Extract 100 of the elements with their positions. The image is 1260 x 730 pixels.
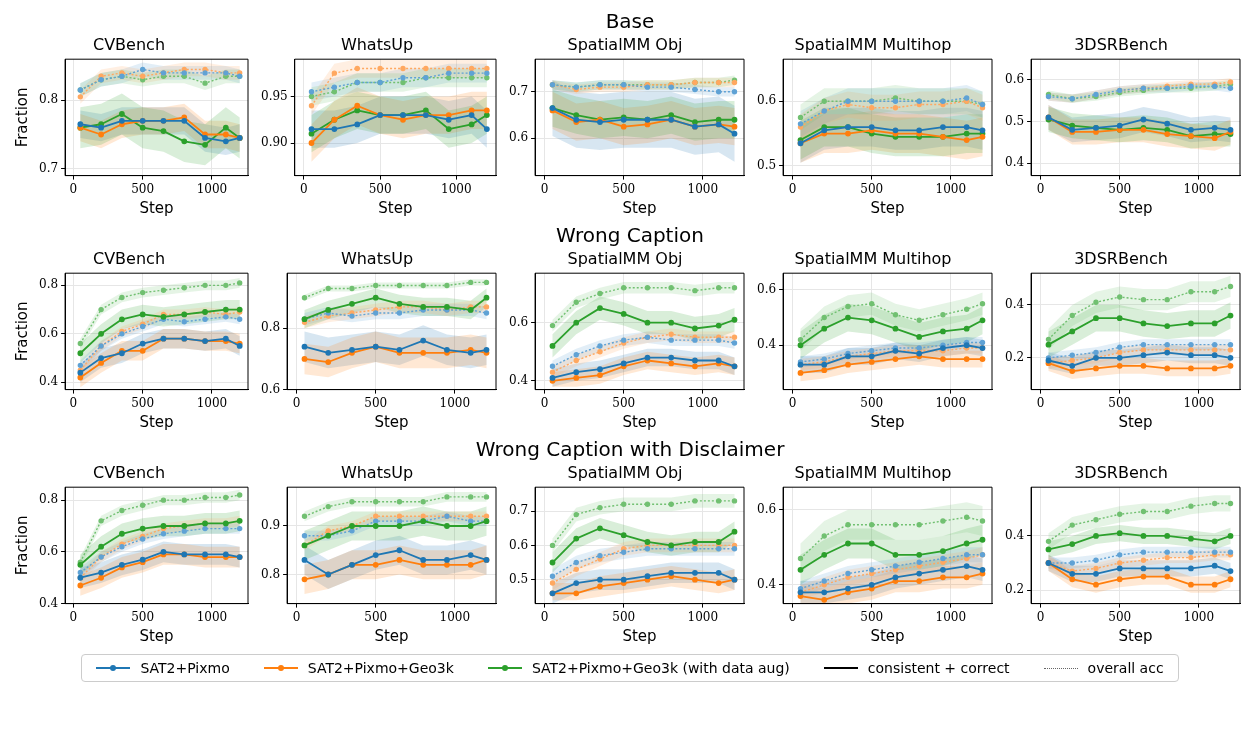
legend-label: SAT2+Pixmo+Geo3k <box>307 660 454 676</box>
x-tick-label: 0 <box>788 395 797 410</box>
x-tick-label: 0 <box>540 609 549 624</box>
y-tick-label: 0.6 <box>1004 72 1025 87</box>
x-axis-title: Step <box>1118 626 1153 645</box>
x-tick-label: 0 <box>788 181 797 196</box>
y-tick-label: 0.4 <box>508 372 529 387</box>
chart-title: CVBench <box>92 248 166 268</box>
x-axis-title: Step <box>374 412 409 431</box>
chart-title: WhatsUp <box>340 462 414 482</box>
y-tick-label: 0.4 <box>756 337 777 352</box>
x-tick-label: 500 <box>860 609 884 624</box>
x-tick-label: 0 <box>69 609 78 624</box>
y-tick-label: 0.7 <box>508 83 529 98</box>
chart-title: SpatialMM Obj <box>567 462 683 482</box>
x-axis-title: Step <box>1118 412 1153 431</box>
y-tick-label: 0.5 <box>508 571 529 586</box>
y-axis-title: Fraction <box>12 87 31 148</box>
chart-title: 3DSRBench <box>1074 462 1168 482</box>
x-tick-label: 1000 <box>1183 395 1215 410</box>
x-tick-label: 500 <box>860 395 884 410</box>
y-tick-label: 0.4 <box>1004 528 1025 543</box>
x-tick-label: 0 <box>292 395 301 410</box>
x-tick-label: 500 <box>368 181 392 196</box>
y-tick-label: 0.8 <box>38 92 59 107</box>
x-axis-title: Step <box>139 198 174 217</box>
x-tick-label: 500 <box>131 181 155 196</box>
x-tick-label: 1000 <box>439 395 471 410</box>
x-tick-label: 500 <box>131 609 155 624</box>
x-tick-label: 1000 <box>196 395 228 410</box>
y-tick-label: 0.6 <box>508 314 529 329</box>
x-tick-label: 1000 <box>196 609 228 624</box>
x-tick-label: 0 <box>69 181 78 196</box>
y-axis-title: Fraction <box>12 515 31 576</box>
x-tick-label: 0 <box>292 609 301 624</box>
x-axis-title: Step <box>622 412 657 431</box>
x-axis-title: Step <box>139 412 174 431</box>
y-tick-label: 0.6 <box>756 93 777 108</box>
x-tick-label: 0 <box>1036 181 1045 196</box>
x-tick-label: 1000 <box>935 609 967 624</box>
x-tick-label: 500 <box>612 181 636 196</box>
x-axis-title: Step <box>139 626 174 645</box>
y-axis-title: Fraction <box>12 301 31 362</box>
x-tick-label: 500 <box>364 395 388 410</box>
y-tick-label: 0.4 <box>1004 297 1025 312</box>
y-tick-label: 0.4 <box>38 374 59 389</box>
x-tick-label: 1000 <box>196 181 228 196</box>
y-tick-label: 0.9 <box>260 518 281 533</box>
x-tick-label: 500 <box>612 395 636 410</box>
x-tick-label: 1000 <box>1183 609 1215 624</box>
x-tick-label: 0 <box>540 395 549 410</box>
y-tick-label: 0.6 <box>38 325 59 340</box>
y-tick-label: 0.7 <box>508 503 529 518</box>
x-tick-label: 1000 <box>935 181 967 196</box>
x-axis-title: Step <box>870 198 905 217</box>
x-tick-label: 0 <box>1036 609 1045 624</box>
chart-title: WhatsUp <box>340 34 414 54</box>
x-tick-label: 0 <box>540 181 549 196</box>
y-tick-label: 0.4 <box>38 595 59 610</box>
text: consistent + correct <box>867 660 1010 676</box>
x-tick-label: 1000 <box>439 609 471 624</box>
text: Base <box>605 9 655 33</box>
x-tick-label: 500 <box>860 181 884 196</box>
x-tick-label: 500 <box>1108 181 1132 196</box>
y-tick-label: 0.8 <box>38 492 59 507</box>
y-tick-label: 0.95 <box>261 88 288 103</box>
x-tick-label: 0 <box>69 395 78 410</box>
x-tick-label: 500 <box>1108 609 1132 624</box>
x-tick-label: 1000 <box>935 395 967 410</box>
chart-title: 3DSRBench <box>1074 34 1168 54</box>
text: Wrong Caption <box>556 223 704 247</box>
chart-title: CVBench <box>92 34 166 54</box>
y-tick-label: 0.8 <box>260 566 281 581</box>
y-tick-label: 0.6 <box>508 130 529 145</box>
x-axis-title: Step <box>870 626 905 645</box>
x-axis-title: Step <box>374 626 409 645</box>
y-tick-label: 0.6 <box>756 501 777 516</box>
x-axis-title: Step <box>622 626 657 645</box>
y-tick-label: 0.6 <box>260 381 281 396</box>
x-tick-label: 1000 <box>1183 181 1215 196</box>
y-tick-label: 0.8 <box>260 320 281 335</box>
y-tick-label: 0.2 <box>1004 349 1025 364</box>
x-tick-label: 500 <box>1108 395 1132 410</box>
y-tick-label: 0.4 <box>756 576 777 591</box>
x-axis-title: Step <box>622 198 657 217</box>
chart-title: SpatialMM Obj <box>567 248 683 268</box>
chart-title: WhatsUp <box>340 248 414 268</box>
legend-label: SAT2+Pixmo+Geo3k (with data aug) <box>531 660 790 676</box>
x-tick-label: 1000 <box>687 609 719 624</box>
y-tick-label: 0.90 <box>261 135 288 150</box>
x-tick-label: 0 <box>300 181 308 196</box>
y-tick-label: 0.6 <box>756 281 777 296</box>
chart-title: SpatialMM Multihop <box>794 248 952 268</box>
x-axis-title: Step <box>1118 198 1153 217</box>
chart-title: SpatialMM Multihop <box>794 462 952 482</box>
x-tick-label: 1000 <box>687 395 719 410</box>
x-tick-label: 500 <box>131 395 155 410</box>
x-tick-label: 1000 <box>687 181 719 196</box>
y-tick-label: 0.5 <box>1004 113 1025 128</box>
y-tick-label: 0.4 <box>1004 155 1025 170</box>
